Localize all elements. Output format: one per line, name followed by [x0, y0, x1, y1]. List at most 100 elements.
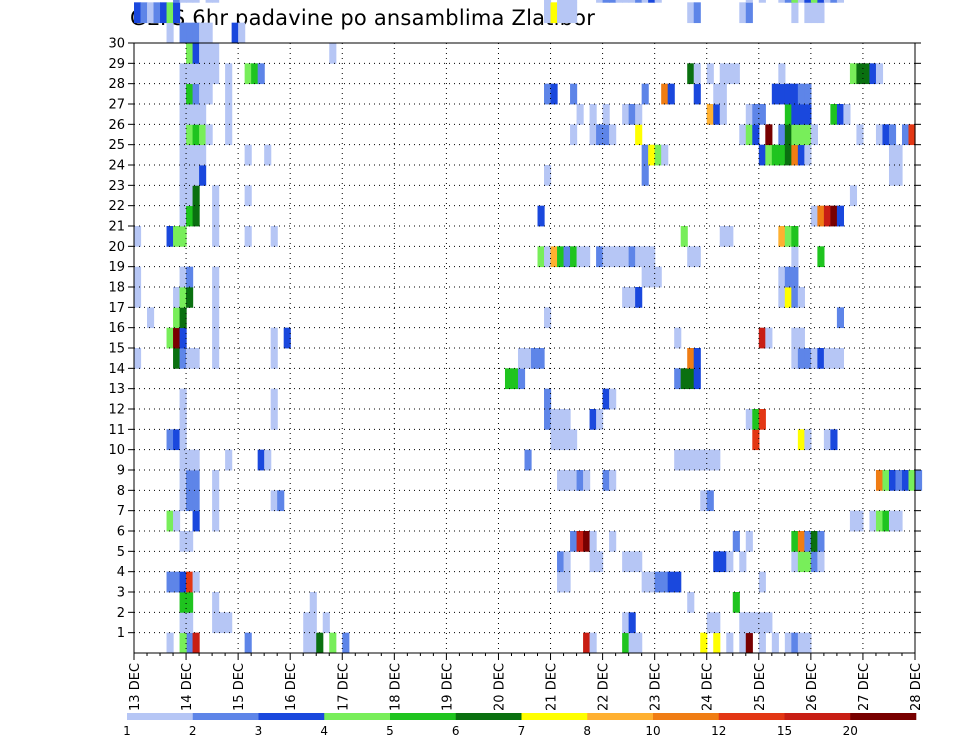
- heatmap-cell: [225, 83, 233, 105]
- heatmap-cell: [615, 246, 623, 268]
- heatmap-cell: [875, 124, 884, 146]
- heatmap-cell: [537, 246, 545, 268]
- heatmap-cell: [752, 124, 760, 146]
- heatmap-cell: [544, 388, 552, 410]
- heatmap-cell: [778, 0, 786, 3]
- heatmap-cell: [186, 490, 194, 512]
- heatmap-cell: [309, 592, 317, 613]
- heatmap-cell: [576, 470, 584, 491]
- heatmap-cell: [622, 104, 630, 125]
- heatmap-cell: [823, 348, 831, 369]
- heatmap-cell: [836, 307, 845, 329]
- heatmap-cell: [218, 612, 226, 634]
- heatmap-cell: [661, 83, 669, 105]
- heatmap-cell: [817, 2, 825, 24]
- heatmap-cell: [888, 470, 897, 491]
- heatmap-cell: [836, 104, 845, 125]
- heatmap-cell: [778, 124, 786, 146]
- heatmap-cell: [576, 531, 584, 552]
- grid-lines: [134, 42, 915, 653]
- heatmap-cell: [693, 246, 701, 268]
- heatmap-cell: [563, 0, 571, 3]
- heatmap-cell: [856, 63, 864, 85]
- x-tick-label: 18 DEC: [388, 663, 403, 711]
- heatmap-cell: [791, 632, 799, 654]
- heatmap-cell: [173, 429, 181, 451]
- heatmap-cell: [173, 327, 181, 349]
- heatmap-cell: [791, 226, 799, 247]
- heatmap-cell: [186, 144, 194, 166]
- heatmap-cell: [238, 22, 246, 44]
- heatmap-cell: [550, 246, 558, 268]
- heatmap-cell: [700, 632, 708, 654]
- heatmap-cell: [225, 124, 233, 146]
- y-tick-label: 30: [108, 37, 125, 52]
- heatmap-cell: [719, 63, 727, 85]
- heatmap-cell: [212, 592, 220, 613]
- heatmap-cell: [283, 327, 291, 349]
- heatmap-cell: [544, 0, 552, 3]
- heatmap-cell: [524, 348, 532, 369]
- heatmap-cell: [784, 104, 792, 125]
- heatmap-cell: [602, 104, 610, 125]
- heatmap-cell: [804, 531, 812, 552]
- heatmap-cell: [648, 144, 656, 166]
- heatmap-cell: [791, 287, 799, 308]
- heatmap-cell: [589, 632, 597, 654]
- colorbar-swatch: [390, 713, 457, 720]
- heatmap-cell: [687, 592, 695, 613]
- y-tick-label: 7: [117, 504, 125, 519]
- heatmap-cell: [173, 226, 181, 247]
- heatmap-cell: [570, 124, 578, 146]
- colorbar-label: 3: [255, 724, 263, 738]
- heatmap-cell: [810, 531, 818, 552]
- heatmap-cell: [570, 246, 578, 268]
- heatmap-cell: [745, 0, 753, 3]
- heatmap-cell: [570, 0, 578, 3]
- heatmap-cell: [875, 470, 884, 491]
- heatmap-cell: [192, 83, 200, 105]
- heatmap-cell: [836, 0, 845, 3]
- heatmap-cell: [635, 124, 643, 146]
- heatmap-cell: [192, 43, 200, 64]
- heatmap-cell: [531, 348, 539, 369]
- heatmap-cell: [622, 551, 630, 573]
- heatmap-cells: [134, 0, 923, 654]
- heatmap-cell: [179, 449, 187, 471]
- heatmap-cell: [199, 144, 207, 166]
- heatmap-cell: [596, 0, 604, 3]
- heatmap-cell: [693, 83, 701, 105]
- heatmap-cell: [192, 632, 200, 654]
- heatmap-cell: [173, 0, 181, 3]
- x-tick-label: 17 DEC: [336, 663, 351, 711]
- heatmap-cell: [830, 104, 838, 125]
- heatmap-cell: [849, 185, 858, 207]
- heatmap-cell: [212, 348, 220, 369]
- heatmap-cell: [179, 388, 187, 410]
- heatmap-cell: [804, 429, 812, 451]
- heatmap-cell: [713, 449, 721, 471]
- heatmap-cell: [641, 83, 649, 105]
- heatmap-cell: [179, 185, 187, 207]
- heatmap-cell: [654, 0, 662, 3]
- heatmap-cell: [231, 22, 239, 44]
- heatmap-cell: [687, 63, 695, 85]
- x-tick-label: 20 DEC: [492, 663, 507, 711]
- heatmap-cell: [212, 226, 220, 247]
- heatmap-cell: [212, 0, 220, 3]
- heatmap-cell: [179, 0, 187, 3]
- heatmap-cell: [758, 632, 766, 654]
- heatmap-cell: [192, 449, 200, 471]
- heatmap-cell: [778, 287, 786, 308]
- heatmap-cell: [192, 22, 200, 44]
- heatmap-cell: [797, 287, 805, 308]
- heatmap-cell: [563, 429, 571, 451]
- y-tick-label: 5: [117, 545, 125, 560]
- heatmap-cell: [244, 632, 252, 654]
- y-tick-label: 1: [117, 626, 125, 641]
- y-tick-label: 11: [108, 423, 125, 438]
- heatmap-cell: [693, 368, 701, 390]
- heatmap-cell: [192, 165, 200, 186]
- heatmap-cell: [752, 612, 760, 634]
- heatmap-cell: [179, 104, 187, 125]
